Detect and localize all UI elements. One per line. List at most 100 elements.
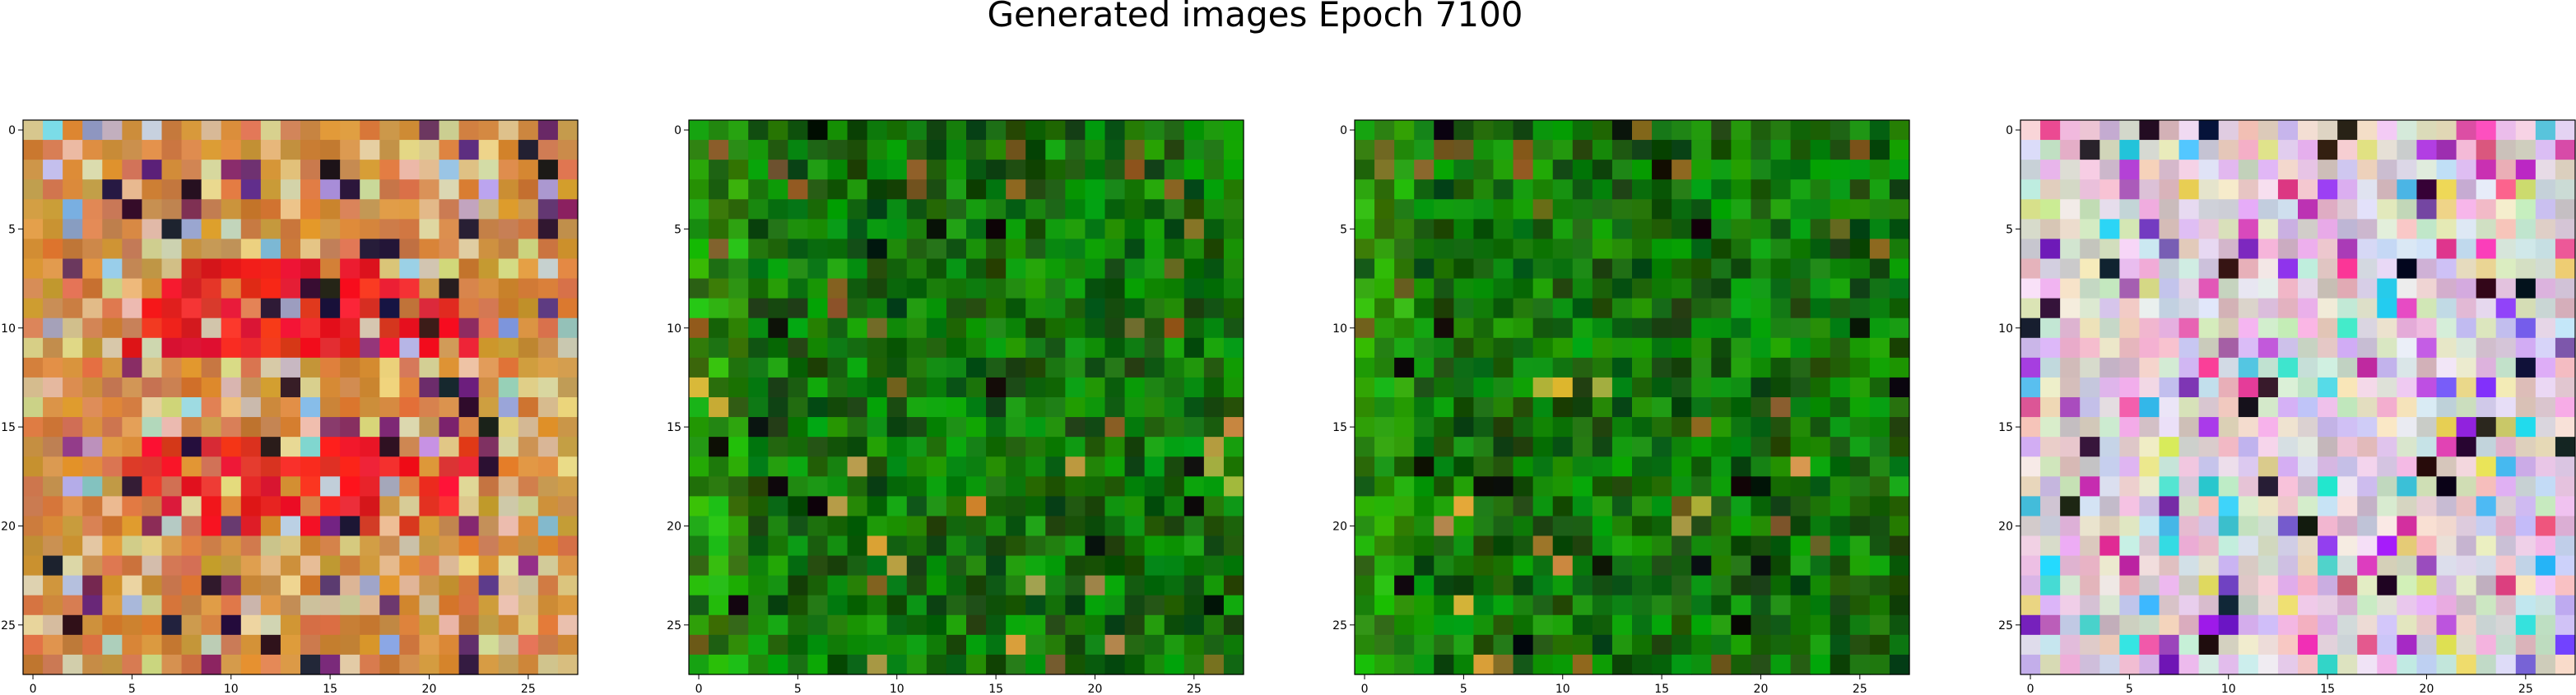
image-pixel	[886, 298, 908, 319]
image-pixel	[1025, 437, 1046, 457]
image-pixel	[2377, 575, 2397, 596]
image-pixel	[2515, 535, 2536, 557]
image-pixel	[2099, 417, 2120, 438]
image-pixel	[2139, 437, 2160, 457]
image-pixel	[1394, 456, 1415, 477]
image-pixel	[2555, 496, 2576, 517]
image-pixel	[221, 357, 242, 378]
image-pixel	[1006, 397, 1026, 418]
image-pixel	[1473, 160, 1495, 180]
image-pixel	[439, 357, 460, 378]
image-pixel	[2218, 437, 2239, 457]
image-pixel	[1770, 496, 1792, 517]
image-pixel	[63, 595, 83, 616]
image-pixel	[399, 476, 421, 497]
image-pixel	[2198, 437, 2220, 457]
image-pixel	[807, 357, 829, 378]
image-pixel	[709, 476, 729, 497]
image-pixel	[709, 377, 729, 398]
image-pixel	[2040, 575, 2061, 596]
image-pixel	[1085, 140, 1106, 160]
image-pixel	[709, 337, 729, 359]
image-pixel	[2337, 219, 2358, 240]
image-pixel	[827, 258, 849, 280]
image-pixel	[2040, 179, 2061, 200]
image-pixel	[1672, 160, 1692, 180]
image-pixel	[946, 496, 967, 517]
image-pixel	[458, 535, 480, 557]
image-pixel	[2257, 160, 2279, 180]
image-pixel	[82, 160, 103, 180]
image-pixel	[1751, 337, 1772, 359]
image-pixel	[458, 516, 480, 537]
image-pixel	[926, 298, 947, 319]
image-pixel	[1144, 377, 1165, 398]
image-pixel	[1085, 239, 1106, 260]
image-pixel	[340, 258, 360, 280]
image-pixel	[2198, 654, 2220, 675]
image-pixel	[2495, 476, 2517, 497]
image-pixel	[1711, 377, 1732, 398]
image-pixel	[260, 476, 281, 497]
image-pixel	[201, 496, 222, 517]
image-pixel	[102, 575, 123, 596]
image-pixel	[320, 258, 341, 280]
image-pixel	[2456, 595, 2477, 616]
image-pixel	[280, 239, 301, 260]
image-pixel	[1183, 614, 1205, 636]
image-pixel	[1672, 555, 1692, 577]
image-pixel	[458, 496, 480, 517]
image-pixel	[2040, 140, 2061, 160]
image-pixel	[2218, 120, 2239, 141]
image-pixel	[1731, 654, 1752, 675]
image-pixel	[102, 258, 123, 280]
image-pixel	[419, 120, 440, 141]
image-pixel	[1434, 595, 1454, 616]
image-pixel	[399, 634, 421, 656]
image-pixel	[2277, 417, 2299, 438]
image-pixel	[1869, 634, 1890, 656]
image-pixel	[1164, 437, 1185, 457]
image-pixel	[2357, 337, 2378, 359]
image-pixel	[439, 140, 460, 160]
image-pixel	[2397, 456, 2418, 477]
image-pixel	[748, 535, 769, 557]
image-pixel	[1552, 357, 1574, 378]
image-pixel	[379, 219, 400, 240]
image-pixel	[1790, 516, 1811, 537]
image-pixel	[1632, 219, 1653, 240]
image-pixel	[1355, 179, 1375, 200]
image-pixel	[2298, 476, 2318, 497]
image-pixel	[399, 239, 421, 260]
image-pixel	[1731, 337, 1752, 359]
image-pixel	[2476, 437, 2497, 457]
image-pixel	[240, 476, 262, 497]
image-pixel	[867, 634, 888, 656]
image-pixel	[1144, 535, 1165, 557]
image-pixel	[748, 120, 769, 141]
image-pixel	[498, 575, 519, 596]
image-pixel	[946, 595, 967, 616]
image-pixel	[2436, 160, 2457, 180]
image-pixel	[498, 298, 519, 319]
image-pixel	[2377, 317, 2397, 339]
image-pixel	[1124, 417, 1146, 438]
image-pixel	[1065, 337, 1086, 359]
image-pixel	[181, 239, 202, 260]
image-pixel	[300, 199, 321, 220]
image-pixel	[2337, 535, 2358, 557]
image-pixel	[2238, 140, 2259, 160]
image-pixel	[2555, 575, 2576, 596]
image-pixel	[201, 278, 222, 299]
image-pixel	[1552, 298, 1574, 319]
image-pixel	[2238, 496, 2259, 517]
image-pixel	[1394, 278, 1415, 299]
image-pixel	[240, 179, 262, 200]
image-pixel	[2277, 555, 2299, 577]
image-pixel	[1434, 160, 1454, 180]
image-pixel	[1652, 516, 1672, 537]
image-pixel	[1164, 535, 1185, 557]
image-pixel	[2080, 535, 2100, 557]
